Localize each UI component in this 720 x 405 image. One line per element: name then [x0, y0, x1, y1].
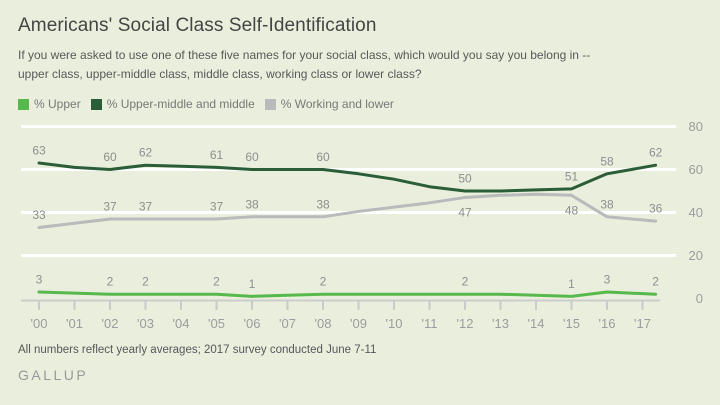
data-label: 50 — [458, 172, 472, 186]
data-label: 1 — [568, 277, 575, 291]
legend-label-working-and-lower: % Working and lower — [280, 97, 394, 111]
x-tick-label-17: '17 — [634, 316, 651, 331]
legend-label-upper-middle-and-middle: % Upper-middle and middle — [106, 97, 255, 111]
data-label: 2 — [462, 275, 469, 289]
x-tick-label-6: '06 — [244, 316, 261, 331]
x-tick-label-9: '09 — [350, 316, 367, 331]
data-label: 62 — [649, 146, 663, 160]
data-label: 61 — [210, 148, 224, 162]
x-tick-label-11: '11 — [422, 316, 438, 331]
chart-legend: % Upper % Upper-middle and middle % Work… — [18, 97, 394, 111]
subtitle-line-1: If you were asked to use one of these fi… — [18, 48, 591, 62]
x-tick-label-0: '00 — [31, 316, 48, 331]
series-line-1 — [37, 161, 658, 193]
data-label: 38 — [600, 197, 614, 211]
y-tick-label-0: 0 — [696, 291, 703, 306]
x-tick-label-3: '03 — [137, 316, 154, 331]
x-tick-label-12: '12 — [457, 316, 474, 331]
x-tick-label-14: '14 — [528, 316, 545, 331]
legend-swatch-upper-middle-and-middle — [90, 98, 102, 110]
x-tick-label-2: '02 — [102, 316, 119, 331]
x-tick-label-1: '01 — [66, 316, 83, 331]
x-tick-label-5: '05 — [208, 316, 225, 331]
y-tick-label-20: 20 — [689, 248, 703, 263]
data-label: 3 — [36, 273, 43, 287]
data-label: 37 — [103, 199, 117, 213]
data-label: 2 — [107, 275, 114, 289]
data-label: 38 — [316, 197, 330, 211]
x-tick-label-16: '16 — [599, 316, 616, 331]
legend-swatch-working-and-lower — [264, 98, 276, 110]
series-line-2 — [37, 192, 658, 230]
data-label: 37 — [139, 199, 153, 213]
data-label: 2 — [213, 275, 220, 289]
y-tick-label-40: 40 — [689, 205, 703, 220]
data-label: 48 — [565, 203, 579, 217]
x-tick-label-10: '10 — [386, 316, 403, 331]
data-label: 38 — [245, 197, 259, 211]
legend-item-upper-middle-and-middle: % Upper-middle and middle — [90, 97, 255, 111]
chart-footnote: All numbers reflect yearly averages; 201… — [18, 344, 377, 356]
legend-item-working-and-lower: % Working and lower — [264, 97, 394, 111]
data-label: 3 — [604, 273, 611, 287]
data-label: 2 — [142, 275, 149, 289]
data-label: 58 — [600, 154, 614, 168]
x-tick-label-13: '13 — [492, 316, 509, 331]
x-tick-label-4: '04 — [173, 316, 190, 331]
data-label: 37 — [210, 199, 224, 213]
data-label: 63 — [32, 144, 46, 158]
data-label: 62 — [139, 146, 153, 160]
gallup-logo: GALLUP — [18, 367, 89, 383]
data-label: 60 — [103, 150, 117, 164]
legend-item-upper: % Upper — [18, 97, 81, 111]
y-tick-label-60: 60 — [689, 162, 703, 177]
legend-label-upper: % Upper — [34, 97, 81, 111]
x-tick-label-7: '07 — [279, 316, 296, 331]
legend-swatch-upper — [18, 98, 29, 110]
y-tick-label-80: 80 — [689, 119, 703, 134]
data-label: 36 — [649, 202, 663, 216]
chart-subtitle: If you were asked to use one of these fi… — [18, 46, 590, 84]
data-label: 47 — [458, 205, 472, 219]
data-label: 1 — [249, 277, 256, 291]
series-line-0 — [37, 290, 658, 298]
data-label: 2 — [320, 275, 327, 289]
data-label: 51 — [565, 169, 579, 183]
page-title: Americans' Social Class Self-Identificat… — [18, 15, 377, 36]
subtitle-line-2: upper class, upper-middle class, middle … — [18, 67, 422, 81]
data-label: 60 — [316, 150, 330, 164]
data-label: 60 — [245, 150, 259, 164]
x-tick-label-8: '08 — [315, 316, 332, 331]
data-label: 2 — [652, 275, 659, 289]
data-label: 33 — [32, 208, 46, 222]
x-tick-label-15: '15 — [563, 316, 580, 331]
